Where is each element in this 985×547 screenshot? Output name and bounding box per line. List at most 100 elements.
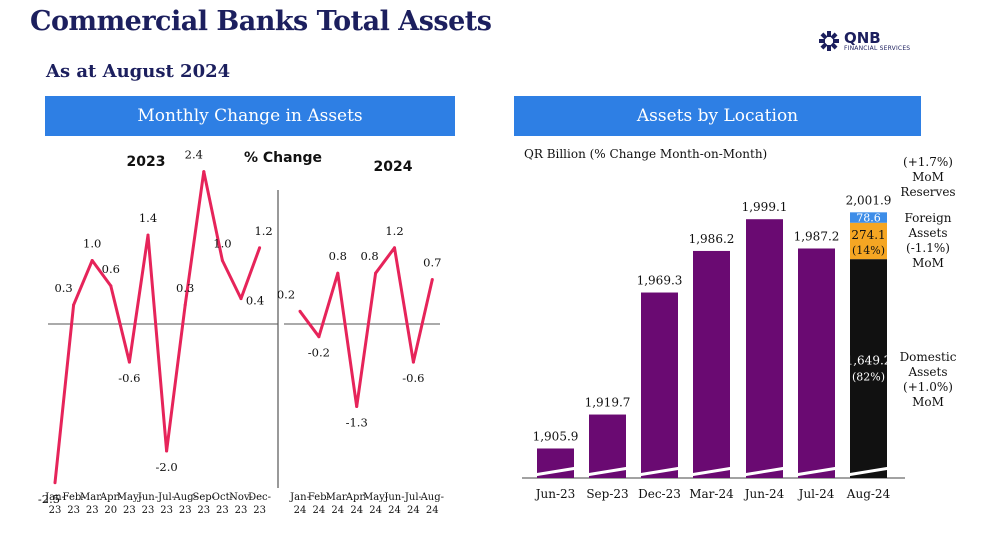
x-tick-label: 24 (407, 505, 420, 516)
x-tick-label: 23 (86, 505, 99, 516)
data-label: 2.4 (185, 148, 203, 162)
data-point (165, 449, 169, 453)
data-label: 1.4 (139, 211, 157, 225)
data-label: 0.6 (102, 262, 120, 276)
x-tick-label: Aug- (420, 492, 444, 503)
data-point (258, 246, 262, 250)
x-tick-label: Jun- (383, 492, 404, 503)
note-domestic-assets: Domestic (900, 350, 957, 364)
x-tick-label: 23 (216, 505, 229, 516)
x-tick-label: 23 (160, 505, 173, 516)
x-tick-label: Jun-23 (534, 487, 576, 501)
data-point (109, 284, 113, 288)
bar-Sep-23 (589, 414, 626, 478)
data-point (90, 259, 94, 262)
segment-reserves (850, 212, 887, 223)
series-line-2023 (53, 170, 262, 483)
data-point (146, 233, 150, 237)
axis-break-mark (637, 466, 682, 477)
x-tick-label: Mar- (326, 492, 350, 503)
x-tick-label: 23 (67, 505, 80, 516)
y-axis-label: % Change (244, 150, 322, 166)
x-tick-label: Jul-24 (797, 487, 835, 501)
page-subtitle: As at August 2024 (46, 61, 231, 82)
data-point (127, 360, 131, 364)
x-tick-label: Apr- (99, 492, 122, 503)
axis-break-mark (794, 466, 839, 477)
x-tick-label: Sep-23 (586, 487, 628, 501)
data-point (298, 309, 302, 313)
data-point (430, 278, 434, 282)
brand-logo: QNB FINANCIAL SERVICES (818, 30, 910, 52)
x-tick-label: Apr- (345, 492, 368, 503)
x-tick-label: Aug-24 (846, 487, 891, 501)
x-tick-label: 23 (123, 505, 136, 516)
axis-break-mark (533, 466, 578, 477)
x-tick-label: Aug- (172, 492, 196, 503)
data-point (183, 303, 187, 307)
data-point (317, 335, 321, 339)
data-point (374, 271, 378, 275)
x-tick-label: 24 (350, 505, 363, 516)
year-label: 2024 (374, 159, 413, 175)
note-reserves: (+1.7%) (903, 155, 953, 169)
segment-label-foreign: 274.1 (851, 228, 885, 242)
bar-value-label: 1,919.7 (585, 396, 631, 410)
note-foreign-assets: MoM (912, 256, 944, 270)
x-tick-label: Sep- (193, 492, 216, 503)
data-point (411, 360, 415, 364)
data-label: 0.2 (277, 287, 295, 301)
data-label: -0.6 (118, 371, 140, 385)
segment-label-domestic: 1,649.2 (846, 354, 892, 368)
x-tick-label: 20 (104, 505, 117, 516)
data-label: -2.5 (38, 492, 60, 506)
x-tick-label: Dec-23 (638, 487, 681, 501)
x-tick-label: Jan- (289, 492, 310, 503)
data-point (53, 481, 57, 485)
x-tick-label: Oct- (212, 492, 233, 503)
x-tick-label: Jul- (404, 492, 422, 503)
data-label: 0.3 (54, 281, 72, 295)
note-domestic-assets: (+1.0%) (903, 380, 953, 394)
assets-by-location-header: Assets by Location (514, 96, 921, 136)
segment-share-foreign: (14%) (852, 244, 885, 257)
data-label: 0.7 (423, 256, 441, 270)
data-label: 0.8 (360, 249, 378, 263)
segment-share-domestic: (82%) (852, 371, 885, 384)
segment-domestic-assets (850, 259, 887, 478)
axis-break-mark (742, 466, 787, 477)
data-label: 0.8 (329, 249, 347, 263)
data-label: 1.2 (254, 224, 272, 238)
x-tick-label: May- (117, 492, 142, 503)
data-label: -0.6 (402, 371, 424, 385)
data-label: -1.3 (346, 416, 368, 430)
data-point (393, 246, 396, 250)
axis-break-mark (846, 466, 891, 477)
x-tick-label: 24 (313, 505, 326, 516)
qnb-logo-icon (819, 31, 839, 51)
bar-value-label: 1,969.3 (637, 274, 683, 288)
data-label: 0.3 (176, 281, 194, 295)
y-axis-label: QR Billion (% Change Month-on-Month) (524, 147, 767, 161)
axis-break-mark (689, 466, 734, 477)
bar-value-label: 1,987.2 (794, 229, 840, 243)
bar-value-label: 1,999.1 (742, 200, 788, 214)
axis-break-mark (585, 466, 630, 477)
x-tick-label: 24 (369, 505, 382, 516)
x-tick-label: May- (363, 492, 388, 503)
data-label: 1.0 (83, 237, 101, 251)
bar-Dec-23 (641, 292, 678, 478)
x-tick-label: Feb- (63, 492, 85, 503)
segment-foreign-assets (850, 222, 887, 260)
bar-value-label: 1,986.2 (689, 232, 735, 246)
note-foreign-assets: Foreign (905, 211, 952, 225)
year-label: 2023 (127, 154, 166, 170)
x-tick-label: Dec- (248, 492, 271, 503)
x-tick-label: Jul- (157, 492, 175, 503)
x-tick-label: Jun-24 (743, 487, 785, 501)
x-tick-label: 23 (235, 505, 248, 516)
monthly-change-header: Monthly Change in Assets (45, 96, 455, 136)
x-tick-label: 23 (197, 505, 210, 516)
data-label: 1.0 (213, 237, 231, 251)
